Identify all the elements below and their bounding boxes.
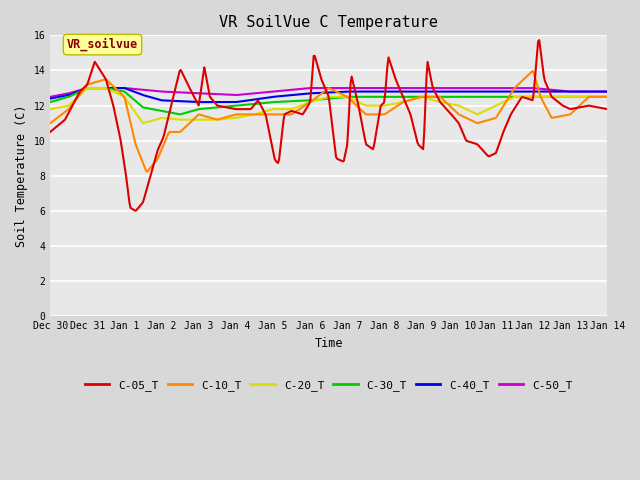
- C-30_T: [46, 99, 54, 105]
- C-10_T: [312, 95, 320, 101]
- C-10_T: [143, 169, 151, 175]
- C-05_T: [312, 57, 320, 63]
- C-30_T: [593, 94, 600, 100]
- C-50_T: [316, 85, 323, 91]
- C-50_T: [312, 85, 320, 91]
- C-50_T: [604, 89, 611, 95]
- C-05_T: [316, 69, 323, 75]
- Line: C-40_T: C-40_T: [50, 88, 607, 102]
- C-40_T: [350, 89, 358, 95]
- C-30_T: [317, 96, 324, 102]
- C-10_T: [379, 111, 387, 117]
- C-05_T: [536, 37, 543, 43]
- C-40_T: [505, 89, 513, 95]
- C-10_T: [46, 120, 54, 126]
- C-10_T: [529, 68, 536, 74]
- C-10_T: [349, 99, 356, 105]
- C-40_T: [604, 89, 611, 95]
- C-10_T: [316, 92, 323, 98]
- C-20_T: [84, 85, 92, 91]
- C-05_T: [46, 129, 54, 135]
- Line: C-30_T: C-30_T: [50, 88, 607, 114]
- C-40_T: [84, 85, 92, 91]
- C-20_T: [593, 94, 600, 100]
- C-40_T: [196, 99, 204, 105]
- C-40_T: [317, 90, 324, 96]
- C-30_T: [380, 94, 388, 100]
- C-05_T: [604, 106, 611, 112]
- C-05_T: [349, 78, 356, 84]
- X-axis label: Time: Time: [314, 337, 343, 350]
- C-30_T: [176, 111, 184, 117]
- Line: C-50_T: C-50_T: [50, 88, 607, 97]
- C-30_T: [505, 94, 513, 100]
- C-50_T: [84, 85, 92, 91]
- C-10_T: [604, 94, 611, 100]
- C-10_T: [504, 96, 512, 101]
- C-05_T: [379, 101, 387, 107]
- C-50_T: [349, 85, 356, 91]
- C-50_T: [504, 85, 512, 91]
- Legend: C-05_T, C-10_T, C-20_T, C-30_T, C-40_T, C-50_T: C-05_T, C-10_T, C-20_T, C-30_T, C-40_T, …: [81, 375, 577, 395]
- C-20_T: [604, 94, 611, 100]
- Text: VR_soilvue: VR_soilvue: [67, 38, 138, 51]
- C-20_T: [139, 120, 147, 126]
- C-05_T: [131, 208, 139, 214]
- C-20_T: [350, 97, 358, 103]
- Line: C-10_T: C-10_T: [50, 71, 607, 172]
- C-20_T: [313, 97, 321, 103]
- C-50_T: [591, 89, 599, 95]
- C-05_T: [504, 118, 512, 124]
- C-30_T: [313, 97, 321, 103]
- C-50_T: [46, 94, 54, 100]
- C-20_T: [505, 96, 513, 102]
- C-40_T: [380, 89, 388, 95]
- C-20_T: [46, 106, 54, 112]
- C-20_T: [317, 96, 324, 102]
- C-30_T: [604, 94, 611, 100]
- Line: C-20_T: C-20_T: [50, 88, 607, 123]
- C-05_T: [593, 104, 600, 110]
- C-50_T: [379, 85, 387, 91]
- C-20_T: [380, 103, 388, 108]
- C-40_T: [46, 96, 54, 101]
- C-40_T: [593, 89, 600, 95]
- C-10_T: [593, 94, 600, 100]
- Y-axis label: Soil Temperature (C): Soil Temperature (C): [15, 105, 28, 247]
- C-30_T: [350, 94, 358, 100]
- C-40_T: [313, 90, 321, 96]
- Line: C-05_T: C-05_T: [50, 40, 607, 211]
- C-30_T: [84, 85, 92, 91]
- Title: VR SoilVue C Temperature: VR SoilVue C Temperature: [220, 15, 438, 30]
